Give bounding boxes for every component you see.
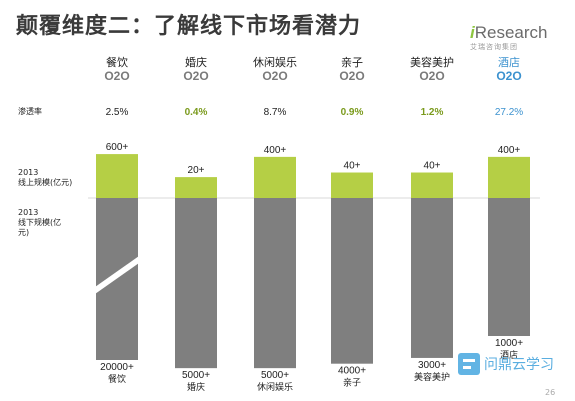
penetration-rate: 0.4%	[184, 107, 208, 118]
online-bar	[175, 177, 217, 198]
penetration-rate: 2.5%	[105, 107, 129, 118]
offline-bar	[175, 198, 217, 369]
online-label-year: 2013	[18, 168, 39, 177]
page-title: 颠覆维度二：了解线下市场看潜力	[16, 13, 362, 39]
category-header: 婚庆 O2O	[159, 56, 233, 83]
online-bar	[331, 172, 373, 198]
online-value-label: 600+	[106, 142, 129, 153]
online-label: 线上规模(亿元)	[18, 178, 73, 187]
category-header: 休闲娱乐 O2O	[238, 56, 312, 83]
online-value-label: 40+	[344, 161, 361, 172]
online-bar	[411, 172, 453, 198]
category-header: 酒店 O2O	[472, 56, 546, 83]
category-o2o: O2O	[339, 69, 365, 83]
online-bar	[96, 154, 138, 198]
watermark-text: 问鼎云学习	[484, 357, 554, 373]
offline-category-label: 婚庆	[187, 381, 205, 393]
offline-value-label: 20000+	[100, 362, 134, 373]
axis-break-mark	[95, 256, 139, 294]
category-header: 餐饮 O2O	[80, 56, 154, 83]
category-name: 餐饮	[106, 56, 128, 69]
offline-value-label: 1000+	[495, 338, 523, 349]
offline-bar	[254, 198, 296, 369]
category-o2o: O2O	[262, 69, 288, 83]
offline-category-label: 餐饮	[108, 373, 126, 385]
offline-category-label: 休闲娱乐	[257, 381, 293, 393]
category-o2o: O2O	[496, 69, 522, 83]
online-value-label: 20+	[188, 165, 205, 176]
offline-category-label: 亲子	[343, 377, 361, 389]
offline-bar	[331, 198, 373, 364]
offline-bar	[96, 198, 138, 360]
brand-subtitle: 艾瑞咨询集团	[470, 43, 518, 51]
category-name: 休闲娱乐	[253, 56, 297, 69]
offline-label-year: 2013	[18, 208, 39, 217]
category-header: 亲子 O2O	[315, 56, 389, 83]
offline-bar	[488, 198, 530, 336]
brand-name: iResearch	[470, 23, 548, 42]
brand-logo: iResearch 艾瑞咨询集团	[470, 24, 566, 52]
offline-value-label: 5000+	[182, 370, 210, 381]
online-bar	[254, 156, 296, 198]
offline-category-label: 酒店	[500, 349, 518, 361]
online-value-label: 40+	[424, 161, 441, 172]
offline-value-label: 5000+	[261, 370, 289, 381]
online-value-label: 400+	[264, 145, 287, 156]
page-number: 26	[545, 388, 556, 397]
category-name: 亲子	[341, 56, 363, 69]
online-bar	[488, 156, 530, 198]
category-name: 酒店	[498, 56, 520, 69]
watermark: 问鼎云学习	[458, 353, 554, 375]
offline-value-label: 4000+	[338, 366, 366, 377]
offline-bar	[411, 198, 453, 358]
watermark-logo-icon	[458, 353, 480, 375]
penetration-rate: 8.7%	[263, 107, 287, 118]
category-name: 婚庆	[185, 56, 207, 69]
offline-label-cont: 元)	[18, 228, 30, 237]
online-value-label: 400+	[498, 145, 521, 156]
penetration-rate: 0.9%	[340, 107, 364, 118]
penetration-rate: 1.2%	[420, 107, 444, 118]
category-header: 美容美护 O2O	[395, 56, 469, 83]
penetration-label: 渗透率	[18, 107, 42, 116]
penetration-rate: 27.2%	[494, 107, 524, 118]
offline-category-label: 美容美护	[414, 371, 450, 383]
category-o2o: O2O	[183, 69, 209, 83]
offline-value-label: 3000+	[418, 360, 446, 371]
category-o2o: O2O	[104, 69, 130, 83]
category-o2o: O2O	[419, 69, 445, 83]
category-name: 美容美护	[410, 56, 454, 69]
offline-label: 线下规模(亿	[18, 218, 62, 227]
